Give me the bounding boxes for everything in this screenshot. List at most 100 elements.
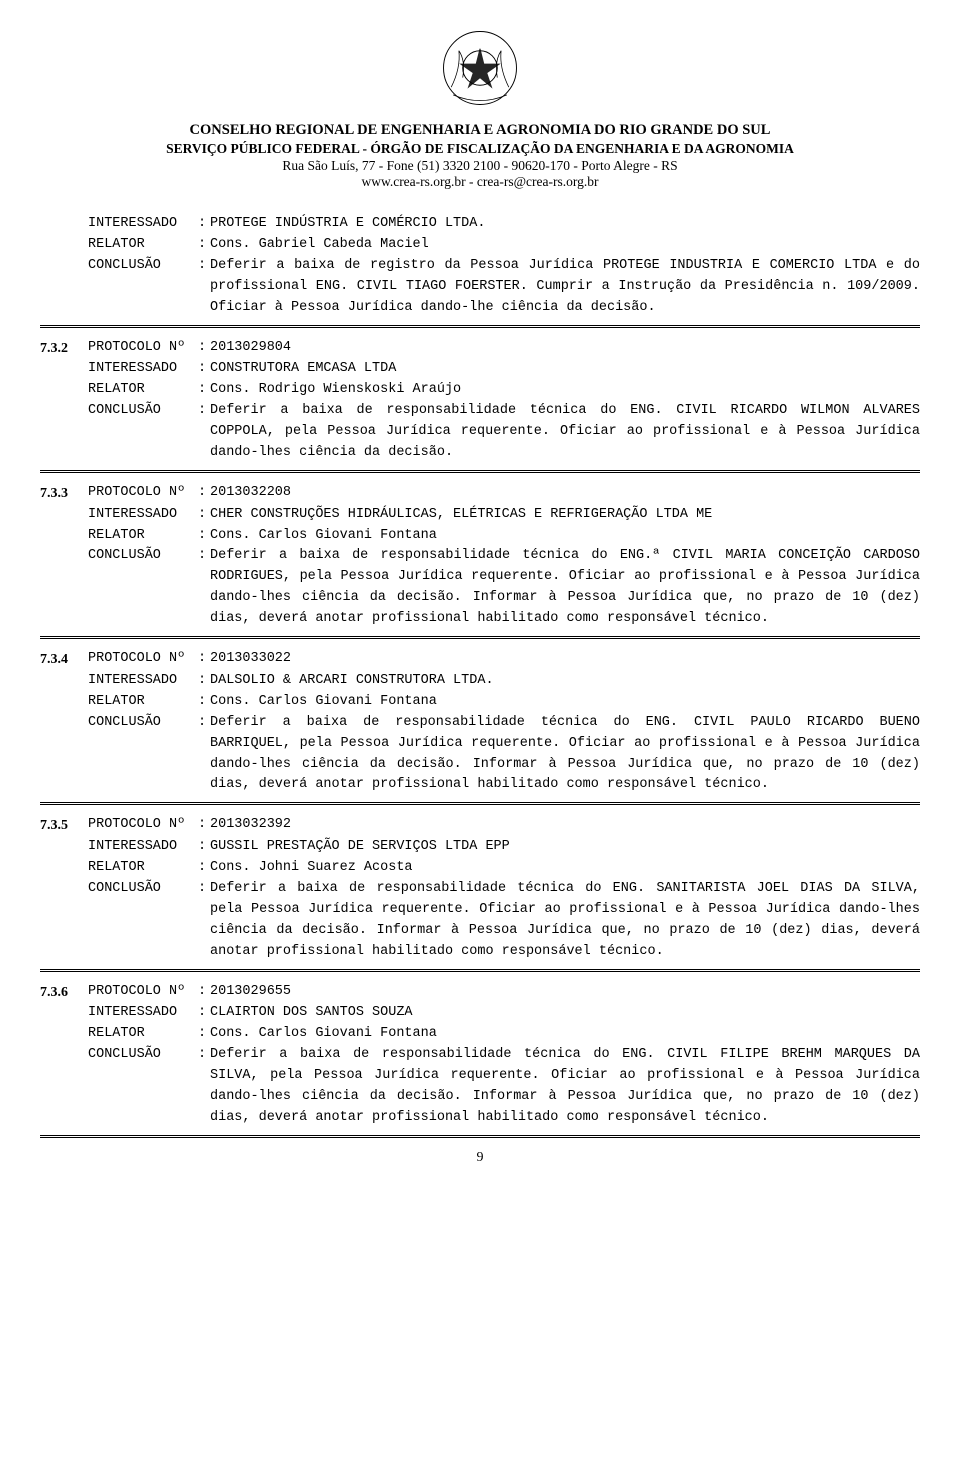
entry-divider [40,325,920,328]
interessado-value: CHER CONSTRUÇÕES HIDRÁULICAS, ELÉTRICAS … [210,505,920,526]
entry-row: 7.3.5PROTOCOLO Nº:2013032392 [40,815,920,837]
entry-number [40,214,88,235]
colon: : [198,380,210,401]
protocolo-label: PROTOCOLO Nº [88,815,198,837]
conclusao-label: CONCLUSÃO [88,713,198,797]
entry-row: RELATOR:Cons. Carlos Giovani Fontana [40,526,920,547]
entry-number [40,526,88,547]
relator-value: Cons. Carlos Giovani Fontana [210,692,920,713]
entry-number [40,359,88,380]
relator-value: Cons. Johni Suarez Acosta [210,858,920,879]
entry-row: RELATOR:Cons. Rodrigo Wienskoski Araújo [40,380,920,401]
protocol-entry: 7.3.6PROTOCOLO Nº:2013029655INTERESSADO:… [40,982,920,1129]
colon: : [198,483,210,505]
interessado-value: PROTEGE INDÚSTRIA E COMÉRCIO LTDA. [210,214,920,235]
relator-value: Cons. Gabriel Cabeda Maciel [210,235,920,256]
entry-number: 7.3.4 [40,649,88,671]
entry-row: RELATOR:Cons. Johni Suarez Acosta [40,858,920,879]
relator-value: Cons. Carlos Giovani Fontana [210,1024,920,1045]
relator-label: RELATOR [88,692,198,713]
interessado-label: INTERESSADO [88,1003,198,1024]
entry-row: INTERESSADO:DALSOLIO & ARCARI CONSTRUTOR… [40,671,920,692]
colon: : [198,1045,210,1129]
interessado-label: INTERESSADO [88,505,198,526]
entry-number: 7.3.5 [40,815,88,837]
entry-row: RELATOR:Cons. Gabriel Cabeda Maciel [40,235,920,256]
entry-divider [40,802,920,805]
colon: : [198,1024,210,1045]
document-header: CONSELHO REGIONAL DE ENGENHARIA E AGRONO… [40,122,920,190]
entry-number [40,858,88,879]
entry-row: INTERESSADO:PROTEGE INDÚSTRIA E COMÉRCIO… [40,214,920,235]
entry-row: 7.3.4PROTOCOLO Nº:2013033022 [40,649,920,671]
entry-row: 7.3.2PROTOCOLO Nº:2013029804 [40,338,920,360]
colon: : [198,649,210,671]
entry-number [40,1024,88,1045]
entry-number [40,380,88,401]
colon: : [198,214,210,235]
entry-row: CONCLUSÃO:Deferir a baixa de responsabil… [40,1045,920,1129]
entry-divider [40,1135,920,1138]
interessado-value: GUSSIL PRESTAÇÃO DE SERVIÇOS LTDA EPP [210,837,920,858]
colon: : [198,815,210,837]
entry-divider [40,969,920,972]
interessado-label: INTERESSADO [88,359,198,380]
entry-number [40,837,88,858]
conclusao-label: CONCLUSÃO [88,256,198,319]
relator-value: Cons. Rodrigo Wienskoski Araújo [210,380,920,401]
protocol-entry: 7.3.4PROTOCOLO Nº:2013033022INTERESSADO:… [40,649,920,796]
header-contact: www.crea-rs.org.br - crea-rs@crea-rs.org… [40,174,920,190]
entry-number: 7.3.2 [40,338,88,360]
colon: : [198,879,210,963]
conclusao-value: Deferir a baixa de responsabilidade técn… [210,401,920,464]
interessado-value: DALSOLIO & ARCARI CONSTRUTORA LTDA. [210,671,920,692]
entry-divider [40,636,920,639]
interessado-label: INTERESSADO [88,214,198,235]
colon: : [198,526,210,547]
conclusao-label: CONCLUSÃO [88,546,198,630]
relator-label: RELATOR [88,858,198,879]
colon: : [198,338,210,360]
relator-label: RELATOR [88,1024,198,1045]
protocolo-label: PROTOCOLO Nº [88,483,198,505]
colon: : [198,359,210,380]
entry-number [40,671,88,692]
header-org-sub: SERVIÇO PÚBLICO FEDERAL - ÓRGÃO DE FISCA… [40,141,920,157]
protocolo-label: PROTOCOLO Nº [88,649,198,671]
entry-row: CONCLUSÃO:Deferir a baixa de registro da… [40,256,920,319]
entry-number: 7.3.3 [40,483,88,505]
colon: : [198,256,210,319]
conclusao-value: Deferir a baixa de responsabilidade técn… [210,1045,920,1129]
entry-row: CONCLUSÃO:Deferir a baixa de responsabil… [40,713,920,797]
protocol-entry: 7.3.5PROTOCOLO Nº:2013032392INTERESSADO:… [40,815,920,962]
entry-row: INTERESSADO:CHER CONSTRUÇÕES HIDRÁULICAS… [40,505,920,526]
colon: : [198,713,210,797]
entry-divider [40,470,920,473]
conclusao-value: Deferir a baixa de registro da Pessoa Ju… [210,256,920,319]
relator-label: RELATOR [88,235,198,256]
entry-row: 7.3.6PROTOCOLO Nº:2013029655 [40,982,920,1004]
relator-label: RELATOR [88,526,198,547]
colon: : [198,1003,210,1024]
header-address: Rua São Luís, 77 - Fone (51) 3320 2100 -… [40,158,920,174]
relator-label: RELATOR [88,380,198,401]
protocolo-label: PROTOCOLO Nº [88,982,198,1004]
colon: : [198,692,210,713]
protocolo-value: 2013033022 [210,649,920,671]
brazil-seal-icon [432,20,528,116]
entry-number [40,879,88,963]
relator-value: Cons. Carlos Giovani Fontana [210,526,920,547]
page-number: 9 [40,1150,920,1166]
protocol-entry: 7.3.3PROTOCOLO Nº:2013032208INTERESSADO:… [40,483,920,630]
entry-row: CONCLUSÃO:Deferir a baixa de responsabil… [40,879,920,963]
conclusao-label: CONCLUSÃO [88,1045,198,1129]
protocolo-value: 2013032208 [210,483,920,505]
entry-row: INTERESSADO:CONSTRUTORA EMCASA LTDA [40,359,920,380]
entry-row: CONCLUSÃO:Deferir a baixa de responsabil… [40,546,920,630]
interessado-value: CLAIRTON DOS SANTOS SOUZA [210,1003,920,1024]
interessado-value: CONSTRUTORA EMCASA LTDA [210,359,920,380]
entry-row: INTERESSADO:GUSSIL PRESTAÇÃO DE SERVIÇOS… [40,837,920,858]
entry-number [40,256,88,319]
colon: : [198,401,210,464]
entry-number [40,1045,88,1129]
